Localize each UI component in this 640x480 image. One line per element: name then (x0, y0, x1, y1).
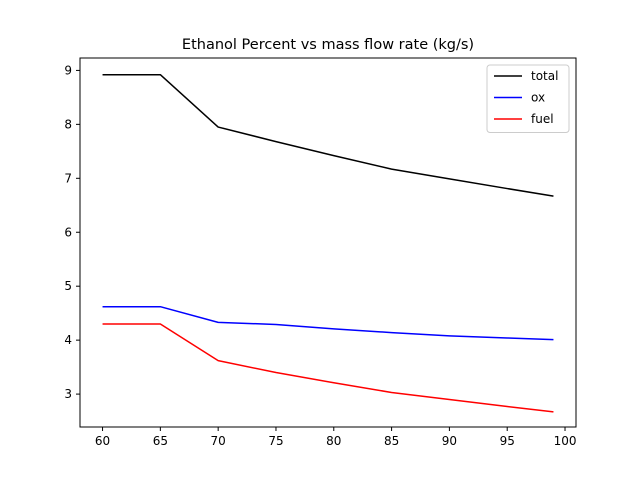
series-line-ox (102, 305, 554, 341)
y-tick-label: 6 (64, 225, 72, 239)
y-tick-label: 7 (64, 171, 72, 185)
x-tick-label: 60 (95, 434, 110, 448)
x-tick-label: 85 (384, 434, 399, 448)
x-tick-label: 75 (268, 434, 283, 448)
chart-title: Ethanol Percent vs mass flow rate (kg/s) (182, 37, 474, 53)
y-tick-label: 8 (64, 117, 72, 131)
x-tick-label: 65 (153, 434, 168, 448)
x-tick-label: 95 (500, 434, 515, 448)
x-tick-label: 90 (442, 434, 457, 448)
y-tick-label: 5 (64, 279, 72, 293)
y-tick-label: 3 (64, 387, 72, 401)
legend-box (486, 64, 570, 133)
series-layer (102, 73, 554, 413)
x-axis: 60 65 70 75 80 85 90 95 100 (95, 427, 577, 448)
legend-label-ox: ox (531, 91, 545, 105)
series-line-fuel (102, 323, 554, 413)
x-tick-label: 100 (554, 434, 577, 448)
x-tick-label: 80 (326, 434, 341, 448)
x-tick-label: 70 (211, 434, 226, 448)
legend-label-fuel: fuel (531, 112, 554, 126)
series-line-total (102, 73, 554, 197)
plot-frame (79, 57, 577, 428)
y-tick-label: 4 (64, 333, 72, 347)
legend-label-total: total (531, 69, 558, 83)
legend: total ox fuel (486, 64, 570, 133)
y-tick-label: 9 (64, 63, 72, 77)
y-axis: 3 4 5 6 7 8 9 (64, 63, 80, 401)
